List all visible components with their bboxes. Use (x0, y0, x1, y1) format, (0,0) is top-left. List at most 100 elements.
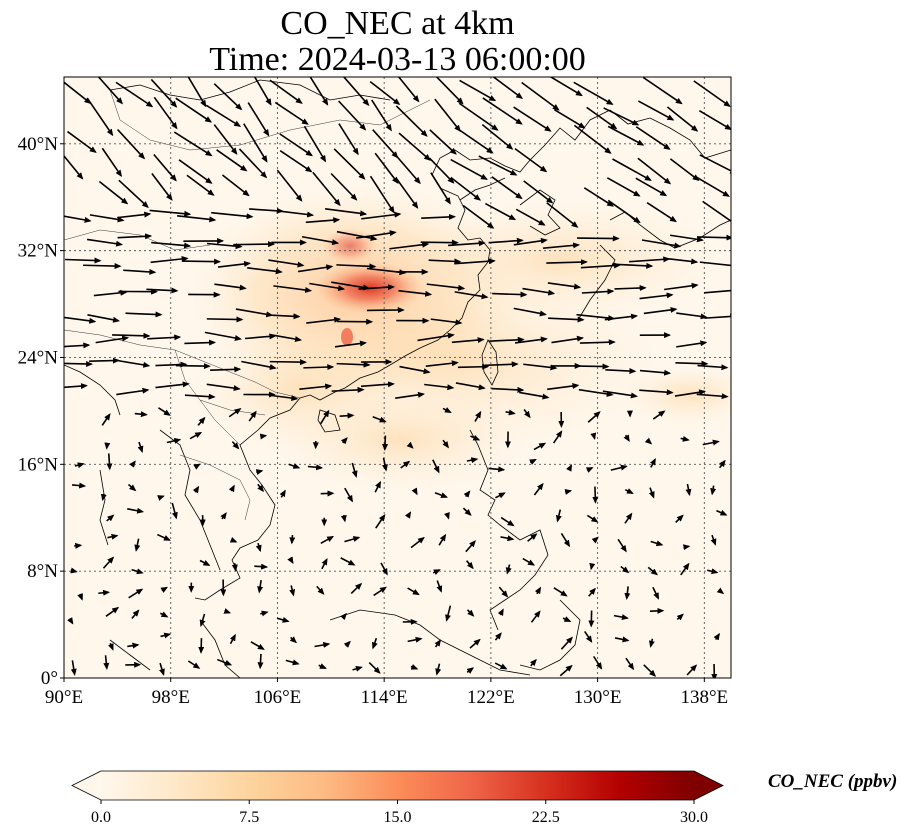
wind-arrow (330, 172, 358, 201)
wind-arrow (646, 202, 677, 223)
wind-arrow (426, 283, 466, 291)
wind-arrow (117, 233, 153, 240)
wind-arrow (128, 588, 144, 599)
wind-arrow (459, 79, 497, 102)
wind-arrow (648, 487, 655, 499)
wind-arrow (523, 363, 558, 371)
wind-arrow (150, 78, 178, 108)
wind-arrow (137, 441, 144, 454)
wind-arrow (417, 332, 455, 342)
wind-arrow (546, 202, 579, 228)
wind-arrow (238, 148, 268, 179)
wind-arrow (643, 664, 657, 677)
wind-arrow (228, 407, 242, 418)
wind-arrow (260, 610, 269, 617)
wind-arrow (247, 267, 283, 275)
wind-arrow (184, 339, 217, 346)
wind-arrow (368, 661, 381, 674)
wind-arrow (533, 442, 547, 451)
wind-arrow (425, 360, 459, 367)
wind-arrow (214, 283, 247, 291)
wind-arrow (193, 463, 201, 470)
wind-arrow (285, 659, 300, 666)
wind-arrow (340, 514, 347, 523)
wind-arrow (458, 129, 494, 154)
x-tick-label: 130°E (574, 687, 622, 708)
wind-arrow (488, 237, 524, 244)
wind-arrow (248, 410, 257, 422)
wind-arrow (86, 238, 124, 247)
wind-arrow (578, 388, 614, 397)
wind-arrow (454, 258, 496, 265)
wind-arrow (579, 339, 616, 346)
wind-arrow (372, 129, 399, 159)
wind-arrow (674, 389, 707, 397)
wind-arrow (410, 664, 419, 670)
wind-arrow (505, 564, 512, 575)
wind-arrow (321, 557, 328, 570)
wind-arrow (123, 268, 157, 275)
wind-arrow (361, 211, 402, 220)
wind-arrow (614, 284, 647, 291)
wind-arrow (521, 81, 560, 111)
wind-arrow (680, 562, 690, 576)
wind-arrow (249, 207, 284, 214)
wind-arrow (312, 171, 341, 207)
colorbar-extend-min (72, 771, 101, 800)
wind-arrow (93, 289, 128, 297)
wind-arrow (134, 411, 148, 418)
wind-arrow (407, 587, 420, 596)
wind-arrow (522, 557, 536, 566)
x-tick-label: 98°E (152, 687, 190, 708)
wind-arrow (371, 637, 378, 650)
wind-arrow (650, 540, 664, 547)
wind-arrow (160, 632, 172, 639)
colorbar-tick-label: 15.0 (384, 809, 412, 826)
wind-arrow (187, 660, 201, 669)
wind-arrow (106, 453, 113, 471)
wind-arrow (587, 411, 601, 423)
wind-arrow (702, 200, 731, 227)
y-tick-label: 8°N (27, 561, 58, 582)
wind-arrow (89, 214, 125, 223)
wind-arrow (400, 460, 411, 469)
wind-arrow (398, 132, 431, 161)
wind-arrow (229, 536, 238, 543)
wind-arrow (334, 340, 367, 348)
wind-arrow (100, 493, 107, 502)
wind-arrow (445, 605, 452, 622)
wind-arrow (336, 361, 371, 368)
wind-arrow (716, 587, 725, 595)
wind-arrow (669, 158, 700, 181)
wind-arrow (693, 80, 731, 107)
wind-arrow (470, 434, 481, 441)
wind-arrow (70, 567, 78, 574)
wind-arrow (333, 148, 366, 180)
wind-arrow (432, 569, 441, 575)
wind-arrow (605, 368, 637, 374)
wind-arrow (350, 582, 363, 595)
wind-arrow (676, 312, 708, 320)
wind-arrow (612, 262, 654, 269)
wind-arrow (395, 178, 419, 209)
wind-arrow (491, 386, 525, 393)
wind-arrow (228, 484, 235, 493)
wind-arrow (210, 366, 242, 373)
wind-arrow (494, 632, 502, 641)
wind-arrow (482, 97, 523, 125)
wind-arrow (369, 80, 401, 106)
wind-arrow (428, 157, 455, 184)
wind-arrow (221, 174, 250, 197)
wind-arrow (352, 665, 363, 672)
wind-arrow (523, 180, 554, 204)
wind-arrow (624, 488, 634, 494)
y-tick-label: 40°N (18, 134, 59, 155)
wind-arrow (607, 199, 641, 224)
wind-arrow (500, 535, 515, 542)
wind-arrow (647, 566, 658, 576)
wind-arrow (74, 462, 85, 469)
wind-arrow (241, 360, 277, 370)
wind-arrow (606, 177, 641, 197)
wind-arrow (171, 502, 178, 520)
